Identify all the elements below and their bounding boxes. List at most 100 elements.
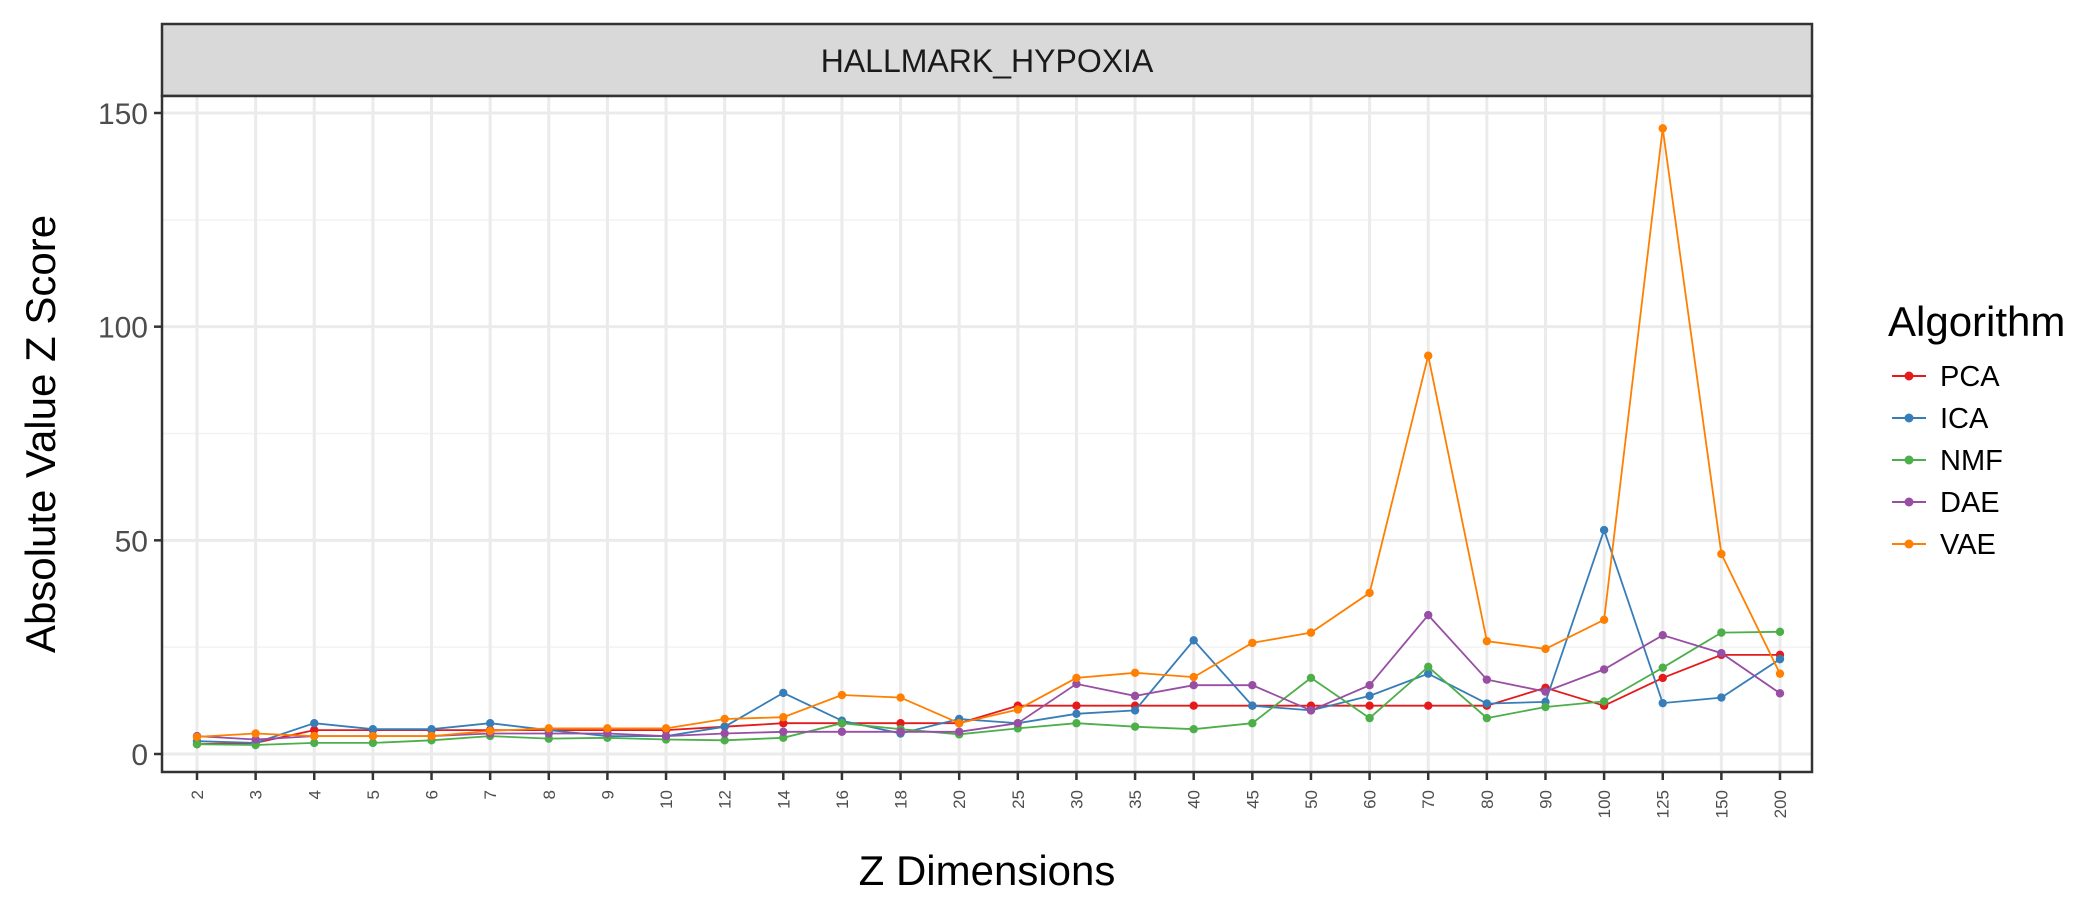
data-point-ica <box>1658 698 1667 708</box>
data-point-vae <box>485 726 495 736</box>
data-point-dae <box>1306 706 1316 715</box>
data-point-vae <box>661 724 671 733</box>
x-tick-label: 70 <box>1419 790 1438 809</box>
data-point-dae <box>779 727 788 736</box>
data-point-dae <box>1424 610 1433 620</box>
data-point-nmf <box>1717 628 1726 637</box>
plot-panel <box>160 94 1814 774</box>
facet-strip <box>160 22 1814 98</box>
data-point-nmf <box>1482 713 1492 723</box>
data-point-ica <box>1130 706 1140 715</box>
data-point-dae <box>1599 665 1609 674</box>
data-point-dae <box>1482 675 1492 684</box>
x-tick-label: 50 <box>1302 790 1321 809</box>
legend-label: NMF <box>1940 445 2003 477</box>
x-tick-label: 45 <box>1243 790 1262 809</box>
data-point-vae <box>896 693 905 702</box>
data-point-pca <box>1072 701 1081 710</box>
data-point-ica <box>1365 691 1374 701</box>
data-point-dae <box>1365 680 1374 690</box>
data-point-nmf <box>1599 697 1609 706</box>
data-point-ica <box>1248 701 1257 710</box>
data-point-vae <box>1189 672 1198 682</box>
data-point-dae <box>720 729 729 738</box>
data-point-ica <box>1775 654 1785 664</box>
series-vae <box>192 124 1785 742</box>
data-point-nmf <box>1424 662 1433 672</box>
data-point-vae <box>1306 628 1316 637</box>
y-axis: 0 50 100 150 <box>98 98 162 772</box>
x-tick-label: 4 <box>305 790 324 799</box>
legend-label: ICA <box>1940 403 1989 435</box>
data-point-ica <box>1424 669 1433 678</box>
legend-key-point <box>1904 497 1914 507</box>
x-tick-label: 9 <box>598 790 617 799</box>
data-point-vae <box>779 713 788 722</box>
data-point-vae <box>837 690 847 700</box>
x-tick-label: 10 <box>657 790 676 809</box>
data-point-ica <box>1599 525 1609 535</box>
panel-border <box>160 94 1814 774</box>
data-point-nmf <box>1658 663 1667 672</box>
data-point-ica <box>1189 636 1198 645</box>
data-point-dae <box>1541 687 1550 696</box>
legend-item-pca: PCA <box>1892 361 2000 393</box>
data-point-vae <box>1424 351 1433 360</box>
x-axis: 2 3 4 5 6 7 8 9 10 12 14 16 18 20 25 30 35 40 45 50 60 70 80 90… <box>188 772 1790 818</box>
data-point-nmf <box>1306 673 1316 683</box>
data-point-pca <box>310 725 319 735</box>
data-point-nmf <box>192 739 202 749</box>
x-tick-label: 90 <box>1536 790 1555 809</box>
data-point-dae <box>1013 719 1023 728</box>
data-point-pca <box>1658 673 1667 683</box>
data-point-pca <box>779 719 788 728</box>
x-tick-label: 2 <box>188 790 207 799</box>
legend-key-point <box>1904 539 1914 549</box>
y-tick-label: 100 <box>98 312 148 345</box>
y-tick-label: 0 <box>131 739 148 772</box>
series-nmf <box>192 627 1785 750</box>
data-point-dae <box>1189 680 1198 690</box>
legend-item-nmf: NMF <box>1892 445 2003 477</box>
data-point-vae <box>1072 673 1081 683</box>
x-tick-label: 125 <box>1654 790 1673 818</box>
data-point-ica <box>779 688 788 698</box>
series-line-dae <box>196 613 1781 741</box>
data-point-dae <box>1248 680 1257 690</box>
series-line-nmf <box>196 630 1781 746</box>
x-tick-label: 16 <box>833 790 852 809</box>
data-point-vae <box>368 731 378 741</box>
series-line-pca <box>196 654 1780 746</box>
x-tick-label: 35 <box>1126 790 1145 809</box>
legend-label: VAE <box>1940 529 1996 561</box>
legend: Algorithm PCA ICA NMF DAE VAE <box>1888 298 2065 561</box>
data-point-vae <box>1599 615 1609 625</box>
data-point-nmf <box>1130 722 1140 731</box>
x-tick-label: 40 <box>1185 790 1204 809</box>
legend-items: PCA ICA NMF DAE VAE <box>1892 361 2003 561</box>
data-point-vae <box>310 731 319 741</box>
legend-title: Algorithm <box>1888 298 2065 345</box>
data-point-vae <box>954 719 964 728</box>
facet-title: HALLMARK_HYPOXIA <box>821 43 1154 79</box>
data-point-vae <box>1248 638 1257 648</box>
x-tick-label: 150 <box>1712 790 1731 818</box>
series-line-vae <box>196 128 1781 738</box>
x-tick-label: 60 <box>1361 790 1380 809</box>
data-point-nmf <box>310 738 319 748</box>
x-tick-label: 6 <box>423 790 442 799</box>
data-point-ica <box>720 722 729 731</box>
data-point-dae <box>251 735 260 744</box>
data-point-dae <box>1717 648 1726 658</box>
x-tick-label: 7 <box>481 790 500 799</box>
legend-label: PCA <box>1940 361 2000 393</box>
data-point-vae <box>1658 124 1667 133</box>
data-point-nmf <box>837 719 847 728</box>
x-tick-label: 30 <box>1067 790 1086 809</box>
data-point-ica <box>1482 699 1492 708</box>
data-point-dae <box>1072 679 1081 689</box>
data-point-vae <box>1717 549 1726 559</box>
data-point-dae <box>1775 689 1785 698</box>
data-point-nmf <box>1541 702 1550 712</box>
data-point-ica <box>1717 693 1726 702</box>
